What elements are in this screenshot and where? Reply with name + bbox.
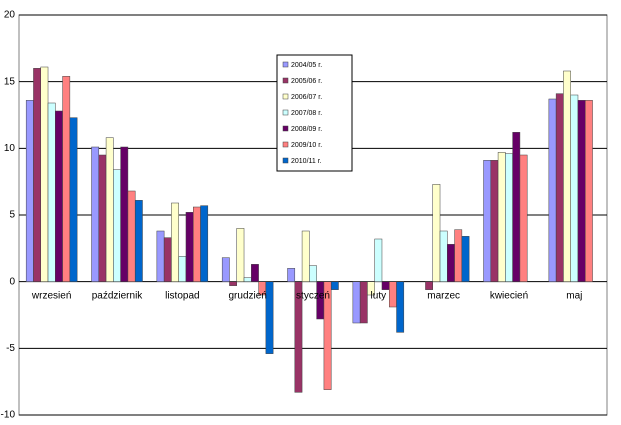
legend-swatch	[282, 109, 289, 116]
bar	[47, 102, 56, 282]
legend-label: 2008/09 r.	[291, 126, 322, 133]
y-tick-label: 10	[4, 143, 16, 154]
legend-swatch	[282, 61, 289, 68]
bar	[91, 146, 100, 282]
legend-label: 2005/06 r.	[291, 78, 322, 85]
legend-label: 2004/05 r.	[291, 62, 322, 69]
bar	[221, 257, 230, 282]
bar	[185, 212, 194, 282]
bar	[120, 146, 129, 282]
bar	[243, 277, 252, 282]
bar	[454, 229, 463, 282]
bar	[555, 93, 564, 282]
legend-label: 2006/07 r.	[291, 94, 322, 101]
x-tick-label: wrzesień	[31, 290, 71, 301]
bar	[323, 281, 332, 390]
legend-swatch	[282, 93, 289, 100]
bar	[439, 230, 448, 282]
bar	[25, 100, 34, 282]
bar	[359, 281, 368, 324]
bar	[483, 160, 492, 282]
bar	[447, 244, 455, 282]
bar	[40, 66, 49, 282]
legend-swatch	[282, 125, 289, 132]
bar	[251, 264, 259, 282]
bar	[432, 184, 441, 282]
y-tick-label: 15	[4, 76, 16, 87]
bar	[113, 169, 121, 282]
bar	[105, 137, 114, 282]
bar	[505, 153, 513, 282]
bar	[577, 100, 586, 282]
bar	[127, 190, 136, 282]
bar	[490, 160, 499, 282]
bar	[265, 281, 274, 354]
bar	[309, 265, 317, 282]
y-tick-label: 5	[9, 210, 15, 221]
bar	[98, 154, 107, 282]
bar	[563, 70, 571, 282]
bar	[55, 110, 63, 282]
bar	[497, 152, 506, 282]
x-tick-label: październik	[92, 290, 144, 301]
bar	[570, 94, 579, 282]
bar	[512, 132, 521, 282]
bar	[381, 281, 390, 290]
y-tick-label: 0	[9, 276, 15, 287]
x-tick-label: luty	[371, 290, 387, 301]
bar	[294, 281, 303, 393]
y-tick-label: 20	[4, 10, 16, 21]
legend-label: 2007/08 r.	[291, 110, 322, 117]
bar	[548, 98, 557, 282]
legend: 2004/05 r. 2005/06 r. 2006/07 r. 2007/08 r.…	[276, 54, 353, 172]
x-tick-label: maj	[566, 290, 582, 301]
legend-label: 2009/10 r.	[291, 142, 322, 149]
legend-box	[276, 54, 353, 172]
legend-swatch	[282, 77, 289, 84]
bar	[396, 281, 405, 333]
bar	[171, 202, 179, 282]
bar	[425, 281, 433, 290]
bar	[163, 237, 172, 282]
bar	[367, 281, 375, 296]
bar	[301, 230, 310, 282]
bar	[585, 100, 593, 282]
x-tick-label: styczeń	[296, 290, 330, 301]
legend-swatch	[282, 157, 289, 164]
legend-swatch	[282, 141, 289, 148]
bar	[330, 281, 339, 290]
bar	[519, 154, 528, 282]
x-tick-label: marzec	[427, 290, 460, 301]
bar	[156, 230, 165, 282]
bar	[178, 256, 187, 282]
legend-label: 2010/11 r.	[291, 158, 322, 165]
bar	[374, 238, 383, 282]
bar	[287, 268, 296, 282]
x-tick-label: kwiecień	[490, 290, 528, 301]
bar	[134, 200, 143, 282]
bar	[229, 281, 237, 286]
bar	[352, 281, 361, 324]
x-tick-label: listopad	[165, 290, 199, 301]
bar	[461, 236, 470, 282]
bar	[69, 117, 78, 282]
bar	[389, 281, 397, 308]
bar	[193, 206, 201, 282]
y-tick-label: -10	[1, 410, 16, 421]
x-tick-label: grudzień	[228, 290, 266, 301]
bar	[200, 205, 209, 282]
y-tick-label: -5	[6, 343, 15, 354]
bar	[62, 76, 71, 282]
bar	[236, 228, 245, 282]
bar	[33, 68, 41, 282]
